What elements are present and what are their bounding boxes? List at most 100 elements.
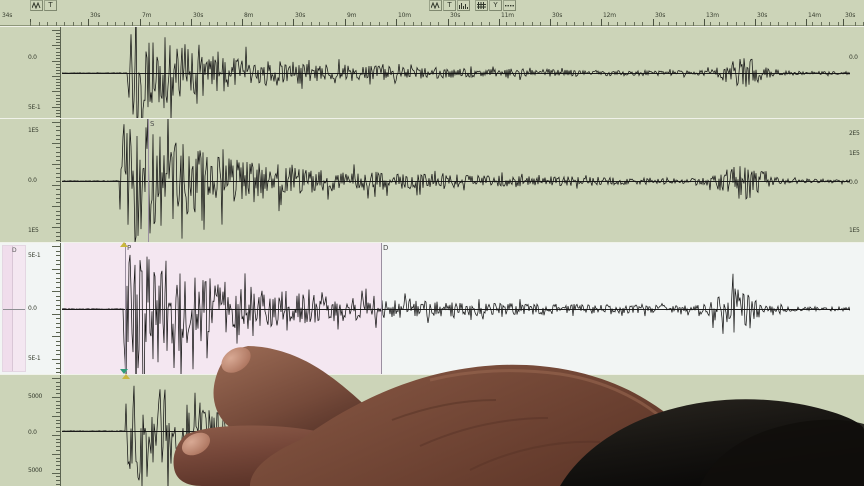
- trace-zero-line: [62, 308, 850, 310]
- ruler-minor-tick: [634, 22, 635, 26]
- y-axis-tick: [56, 304, 61, 306]
- y-axis-tick: [52, 227, 61, 229]
- phase-marker-p[interactable]: P: [125, 243, 131, 374]
- ruler-minor-tick: [328, 22, 329, 26]
- y-axis-tick: [52, 122, 61, 123]
- ruler-minor-tick: [430, 22, 431, 26]
- overview-zero-line: [3, 308, 25, 310]
- ruler-minor-tick: [353, 22, 354, 26]
- y-axis-label: 0.0: [28, 177, 37, 184]
- y-axis-tick: [56, 218, 61, 220]
- trace-overview-panel[interactable]: D: [2, 245, 26, 372]
- ruler-minor-tick: [659, 22, 660, 26]
- y-axis-tick: [56, 465, 61, 467]
- yaxis-tool-label: Y: [493, 1, 498, 9]
- y-axis-tick: [56, 480, 61, 482]
- y-axis-tick: [52, 291, 61, 292]
- ruler-minor-tick: [668, 22, 669, 26]
- ruler-baseline: [0, 25, 864, 26]
- phase-marker-label: D: [383, 244, 389, 252]
- y-axis-label: 5E-1: [28, 355, 41, 363]
- y-axis-label-right: 0.0: [849, 179, 858, 187]
- phase-marker-s[interactable]: S: [148, 119, 154, 242]
- yaxis-tool-button[interactable]: Y: [489, 0, 502, 11]
- ruler-minor-tick: [574, 22, 575, 26]
- ruler-major-tick: [601, 19, 602, 26]
- ruler-minor-tick: [183, 22, 184, 26]
- trace-row[interactable]: D 5E-1 0.0 5E-1 P D: [0, 242, 864, 374]
- onset-marker-triangle[interactable]: [122, 374, 130, 379]
- y-axis-tick: [56, 282, 61, 283]
- y-axis-tick: [56, 181, 61, 182]
- y-axis-tick: [56, 442, 61, 444]
- ruler-minor-tick: [481, 22, 482, 26]
- ruler-minor-tick: [107, 22, 108, 26]
- y-axis-tick: [52, 453, 61, 455]
- waveform-trace: [62, 385, 850, 486]
- trace-plot[interactable]: [62, 375, 850, 486]
- y-axis-tick: [56, 340, 61, 342]
- trace-row[interactable]: 0.0 5E-1 0.0: [0, 26, 864, 118]
- ruler-minor-tick: [693, 22, 694, 26]
- ruler-major-tick: [704, 19, 705, 26]
- y-axis-tick: [52, 45, 61, 47]
- y-axis-tick: [56, 214, 61, 216]
- ruler-minor-tick: [506, 22, 507, 26]
- y-axis-tick: [56, 446, 61, 448]
- onset-marker-triangle[interactable]: [120, 242, 128, 247]
- ruler-major-tick: [242, 19, 243, 26]
- ruler-minor-tick: [472, 22, 473, 26]
- y-axis-label: 5000: [28, 393, 43, 401]
- y-axis-tick: [56, 309, 61, 310]
- trace-row[interactable]: 1E5 0.0 1E5 2E5 1E5 0.0 1E5 S: [0, 118, 864, 242]
- y-axis-tick: [56, 423, 61, 425]
- y-axis-tick: [56, 210, 61, 212]
- y-axis-tick: [56, 259, 61, 261]
- y-axis-tick: [56, 468, 61, 470]
- y-axis-tick: [52, 396, 61, 398]
- ruler-tick-label: 10m: [398, 12, 411, 19]
- ruler-minor-tick: [268, 22, 269, 26]
- ruler-corner-label: 34s: [2, 12, 13, 19]
- y-axis-tick: [52, 415, 61, 417]
- onset-marker-triangle-bottom[interactable]: [120, 369, 128, 374]
- grid-tool-button[interactable]: [475, 0, 488, 11]
- ruler-minor-tick: [81, 22, 82, 26]
- waveform-trace: [62, 119, 850, 242]
- waveform-trace: [62, 27, 850, 118]
- y-axis-tick: [56, 277, 61, 279]
- text-tool-button[interactable]: T: [44, 0, 57, 11]
- ruler-minor-tick: [455, 22, 456, 26]
- y-axis-tick: [56, 223, 61, 225]
- y-axis-tick: [56, 103, 61, 105]
- toolbar-group-left: T: [30, 0, 57, 12]
- ruler-minor-tick: [217, 22, 218, 26]
- ruler-minor-tick: [98, 22, 99, 26]
- y-axis-tick: [56, 36, 61, 38]
- spectrum-tool-button[interactable]: [457, 0, 470, 11]
- y-axis-tick: [52, 164, 61, 166]
- ruler-major-tick: [191, 19, 192, 26]
- time-ruler[interactable]: 34s 30s 7m 30s 8m 30s 9m 10m 30s 11m 30s 12m 30s 13m…: [0, 12, 864, 26]
- phase-marker-d[interactable]: D: [381, 243, 388, 374]
- ruler-major-tick: [293, 19, 294, 26]
- y-axis-tick: [56, 264, 61, 265]
- ruler-minor-tick: [642, 22, 643, 26]
- waveform-tool-button[interactable]: [429, 0, 442, 11]
- text-tool-button[interactable]: T: [443, 0, 456, 11]
- waveform-tool-button[interactable]: [30, 0, 43, 11]
- y-axis-tick: [52, 434, 61, 436]
- y-axis-tick: [56, 327, 61, 328]
- ruler-minor-tick: [132, 22, 133, 26]
- trace-row[interactable]: 5000 0.0 5000: [0, 374, 864, 486]
- y-axis-tick: [56, 349, 61, 351]
- y-axis-tick: [56, 295, 61, 297]
- ruler-tick-label: 12m: [603, 12, 616, 19]
- spectrum-icon: [459, 3, 468, 9]
- y-axis-label: 1E5: [28, 226, 39, 234]
- y-axis-tick: [52, 76, 61, 78]
- trace-plot[interactable]: [62, 27, 850, 118]
- trace-plot[interactable]: S: [62, 119, 850, 242]
- points-tool-button[interactable]: [503, 0, 516, 11]
